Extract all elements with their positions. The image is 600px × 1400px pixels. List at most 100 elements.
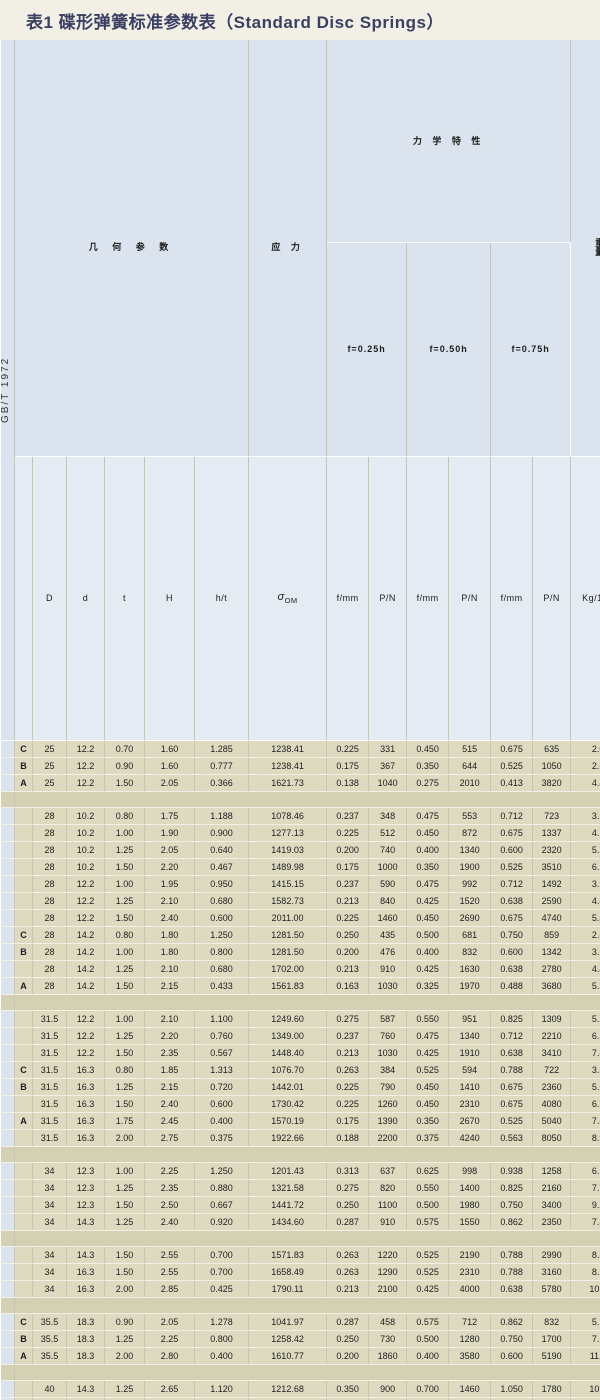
cell-weight: 10.75 (571, 1381, 600, 1398)
standard-label-cell-body (1, 1348, 15, 1365)
table-row[interactable]: 31.512.21.002.101.1001249.600.2755870.55… (1, 1011, 600, 1028)
cell-f075-mm: 0.600 (491, 944, 533, 961)
cell-f075-mm: 0.525 (491, 859, 533, 876)
table-row[interactable]: C2512.20.701.601.2851238.410.2253310.450… (1, 741, 600, 758)
cell-D: 28 (33, 842, 67, 859)
table-row[interactable]: 2810.21.001.900.9001277.130.2255120.4508… (1, 825, 600, 842)
cell-H: 2.35 (145, 1180, 195, 1197)
cell-t: 1.00 (105, 944, 145, 961)
cell-t: 1.25 (105, 1028, 145, 1045)
standard-label-cell-body (1, 1163, 15, 1180)
standard-label-cell-body (1, 842, 15, 859)
cell-weight: 6.29 (571, 859, 600, 876)
cell-d: 12.2 (67, 1028, 105, 1045)
table-row[interactable]: 3414.31.502.550.7001571.830.26312200.525… (1, 1247, 600, 1264)
cell-f050-mm: 0.425 (407, 1045, 449, 1062)
cell-f025-mm: 0.175 (327, 1113, 369, 1130)
cell-D: 31.5 (33, 1079, 67, 1096)
cell-H: 2.10 (145, 961, 195, 978)
cell-sigma: 1621.73 (249, 775, 327, 792)
cell-f075-pn: 1492 (533, 876, 571, 893)
cell-f075-pn: 2350 (533, 1214, 571, 1231)
cell-f025-mm: 0.237 (327, 808, 369, 825)
table-row[interactable]: C2814.20.801.801.2501281.500.2504350.500… (1, 927, 600, 944)
table-row[interactable]: 31.516.32.002.750.3751922.660.18822000.3… (1, 1130, 600, 1147)
table-row[interactable]: A2512.21.502.050.3661621.730.13810400.27… (1, 775, 600, 792)
table-body: C2512.20.701.601.2851238.410.2253310.450… (1, 741, 600, 1400)
table-row[interactable]: 2810.21.252.050.6401419.030.2007400.4001… (1, 842, 600, 859)
cell-D: 31.5 (33, 1130, 67, 1147)
cell-series (15, 1214, 33, 1231)
table-row[interactable]: B35.518.31.252.250.8001258.420.2507300.5… (1, 1331, 600, 1348)
cell-weight: 11.41 (571, 1348, 600, 1365)
cell-f050-mm: 0.425 (407, 893, 449, 910)
table-row[interactable]: 2814.21.252.100.6801702.000.2139100.4251… (1, 961, 600, 978)
header-f075: f=0.75h (491, 243, 571, 457)
cell-f050-pn: 1280 (449, 1331, 491, 1348)
table-row[interactable]: B2814.21.001.800.8001281.500.2004760.400… (1, 944, 600, 961)
table-row[interactable]: 31.512.21.252.200.7601349.000.2377600.47… (1, 1028, 600, 1045)
table-row[interactable]: 2810.20.801.751.1881078.460.2373480.4755… (1, 808, 600, 825)
cell-f025-pn: 348 (369, 808, 407, 825)
table-row[interactable]: A2814.21.502.150.4331561.830.16310300.32… (1, 978, 600, 995)
cell-f075-mm: 0.712 (491, 808, 533, 825)
table-row[interactable]: 4014.31.502.750.8331299.300.31311100.625… (1, 1398, 600, 1400)
cell-h-t: 0.375 (195, 1130, 249, 1147)
cell-f075-mm: 0.600 (491, 1348, 533, 1365)
cell-h-t: 0.920 (195, 1214, 249, 1231)
table-row[interactable]: 2812.21.001.950.9501415.150.2375900.4759… (1, 876, 600, 893)
table-row[interactable]: B31.516.31.252.150.7201442.010.2257900.4… (1, 1079, 600, 1096)
cell-f075-mm: 0.675 (491, 741, 533, 758)
cell-f050-mm: 0.500 (407, 1331, 449, 1348)
table-row[interactable]: 3412.31.002.251.2501201.430.3136370.6259… (1, 1163, 600, 1180)
table-row[interactable]: 4014.31.252.651.1201212.680.3509000.7001… (1, 1381, 600, 1398)
table-row[interactable]: C35.518.30.902.051.2781041.970.2874580.5… (1, 1314, 600, 1331)
cell-f050-pn: 2010 (449, 775, 491, 792)
table-row-spacer (1, 1147, 600, 1163)
cell-f075-mm: 0.638 (491, 1281, 533, 1298)
cell-weight: 10.98 (571, 1281, 600, 1298)
cell-h-t: 0.777 (195, 758, 249, 775)
table-row[interactable]: 2810.21.502.200.4671489.980.17510000.350… (1, 859, 600, 876)
cell-f025-pn: 840 (369, 893, 407, 910)
table-row[interactable]: 3416.32.002.850.4251790.110.21321000.425… (1, 1281, 600, 1298)
cell-t: 1.25 (105, 842, 145, 859)
standard-label-cell-body (1, 775, 15, 792)
table-row[interactable]: 31.516.31.502.400.6001730.420.22512600.4… (1, 1096, 600, 1113)
cell-t: 0.80 (105, 927, 145, 944)
cell-f050-pn: 1460 (449, 1381, 491, 1398)
cell-sigma: 1448.40 (249, 1045, 327, 1062)
spacer-cell (15, 1298, 600, 1314)
cell-H: 2.10 (145, 1011, 195, 1028)
cell-f025-pn: 820 (369, 1180, 407, 1197)
cell-H: 2.15 (145, 1079, 195, 1096)
cell-series: B (15, 944, 33, 961)
cell-f075-pn: 2360 (533, 1079, 571, 1096)
cell-H: 1.85 (145, 1062, 195, 1079)
cell-f050-mm: 0.500 (407, 1197, 449, 1214)
cell-f025-mm: 0.350 (327, 1381, 369, 1398)
cell-h-t: 0.900 (195, 825, 249, 842)
table-row[interactable]: 3414.31.252.400.9201434.600.2879100.5751… (1, 1214, 600, 1231)
cell-f025-pn: 900 (369, 1381, 407, 1398)
cell-f075-pn: 3400 (533, 1197, 571, 1214)
table-row[interactable]: A35.518.32.002.800.4001610.770.20018600.… (1, 1348, 600, 1365)
table-row[interactable]: 31.512.21.502.350.5671448.400.21310300.4… (1, 1045, 600, 1062)
table-row[interactable]: 3412.31.252.350.8801321.580.2758200.5501… (1, 1180, 600, 1197)
table-row[interactable]: 2812.21.502.400.6002011.000.22514600.450… (1, 910, 600, 927)
table-row[interactable]: 3416.31.502.550.7001658.490.26312900.525… (1, 1264, 600, 1281)
table-row[interactable]: B2512.20.901.600.7771238.410.1753670.350… (1, 758, 600, 775)
table-row[interactable]: 3412.31.502.500.6671441.720.25011000.500… (1, 1197, 600, 1214)
standard-label-cell-body (1, 876, 15, 893)
cell-t: 1.25 (105, 1214, 145, 1231)
cell-weight: 7.84 (571, 1113, 600, 1130)
cell-f025-mm: 0.275 (327, 1011, 369, 1028)
cell-t: 1.50 (105, 978, 145, 995)
cell-f050-mm: 0.475 (407, 876, 449, 893)
table-row[interactable]: 2812.21.252.100.6801582.730.2138400.4251… (1, 893, 600, 910)
cell-H: 1.80 (145, 927, 195, 944)
cell-d: 12.2 (67, 775, 105, 792)
table-row[interactable]: A31.516.31.752.450.4001570.190.17513900.… (1, 1113, 600, 1130)
cell-f050-mm: 0.425 (407, 1281, 449, 1298)
table-row[interactable]: C31.516.30.801.851.3131076.700.2633840.5… (1, 1062, 600, 1079)
